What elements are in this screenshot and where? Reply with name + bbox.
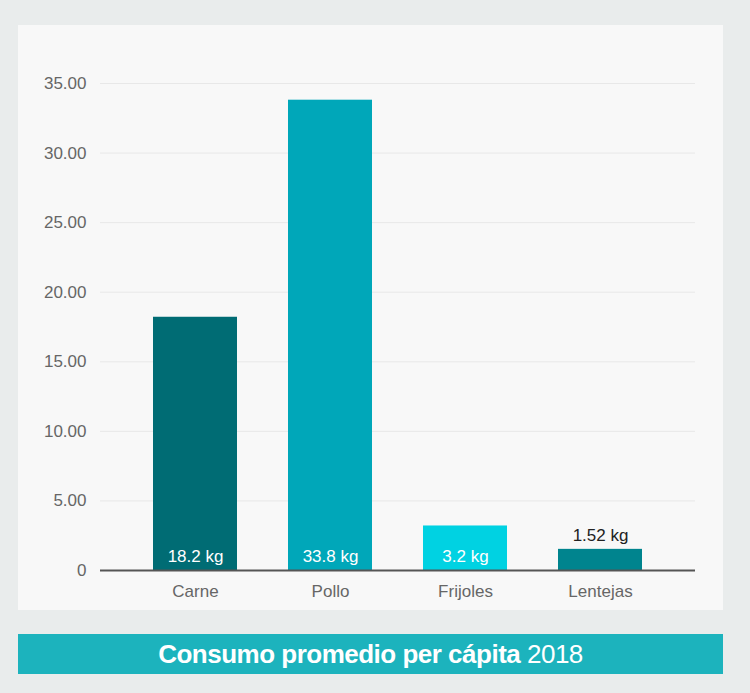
svg-text:20.00: 20.00 [44,283,87,302]
svg-text:25.00: 25.00 [44,213,87,232]
html-text:Consumo promedio per cápita 20: Consumo promedio per cápita 2018 [158,639,583,669]
svg-text:10.00: 10.00 [44,422,87,441]
svg-text:Pollo: Pollo [312,582,350,601]
svg-text:0: 0 [77,561,86,580]
svg-text:1.52 kg: 1.52 kg [573,526,629,545]
svg-text:Frijoles: Frijoles [438,582,493,601]
svg-text:18.2 kg: 18.2 kg [168,547,224,566]
svg-text:30.00: 30.00 [44,144,87,163]
svg-text:Carne: Carne [172,582,218,601]
svg-text:3.2 kg: 3.2 kg [442,547,488,566]
svg-text:35.00: 35.00 [44,74,87,93]
svg-text:33.8 kg: 33.8 kg [303,547,359,566]
svg-text:5.00: 5.00 [53,491,86,510]
svg-text:Lentejas: Lentejas [568,582,632,601]
svg-text:15.00: 15.00 [44,352,87,371]
